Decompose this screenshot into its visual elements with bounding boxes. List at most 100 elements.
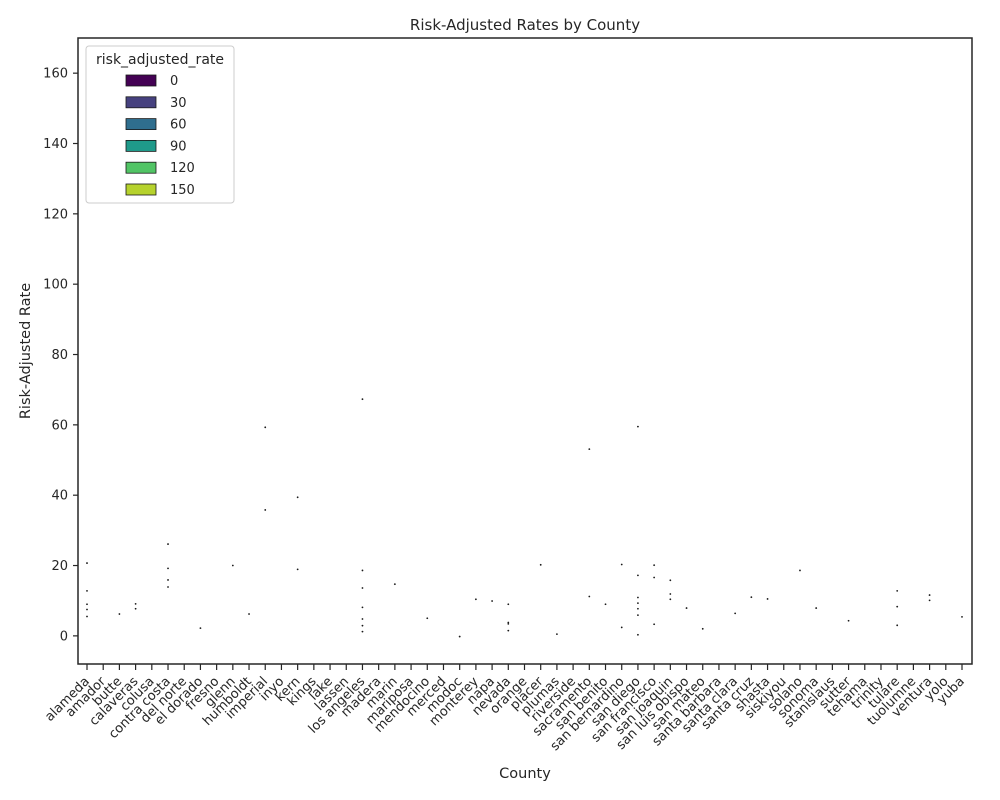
data-point xyxy=(637,596,639,599)
data-point xyxy=(86,608,88,611)
data-point xyxy=(750,596,753,599)
data-point xyxy=(507,623,510,625)
data-point xyxy=(896,624,899,627)
data-point xyxy=(669,598,672,601)
data-point xyxy=(928,599,931,602)
data-point xyxy=(361,569,364,572)
data-point xyxy=(653,623,656,626)
data-point xyxy=(361,624,364,627)
legend-title: risk_adjusted_rate xyxy=(96,52,224,68)
data-point xyxy=(507,629,510,632)
data-point xyxy=(637,633,639,636)
data-point xyxy=(928,594,931,596)
data-point xyxy=(637,574,639,577)
y-tick-label: 100 xyxy=(43,278,68,293)
data-point xyxy=(199,627,202,630)
legend: risk_adjusted_rate 0 30 60 90 120 150 xyxy=(85,45,235,204)
data-point xyxy=(669,579,672,582)
data-point xyxy=(637,425,639,428)
legend-label: 60 xyxy=(170,118,187,133)
data-point xyxy=(248,613,250,615)
data-point xyxy=(653,564,656,567)
data-point xyxy=(637,607,639,610)
data-point xyxy=(474,598,477,601)
data-point xyxy=(134,602,137,605)
data-point xyxy=(588,595,591,598)
data-point xyxy=(669,593,672,595)
data-point xyxy=(766,598,769,600)
data-point xyxy=(167,586,169,588)
x-axis: alamedaamadorbuttecalaverascolusacontra … xyxy=(42,664,968,754)
data-point xyxy=(296,568,299,571)
data-point xyxy=(361,398,364,401)
data-point xyxy=(637,602,639,605)
data-point xyxy=(734,612,737,615)
data-point xyxy=(134,607,137,610)
y-tick-label: 140 xyxy=(43,137,68,152)
data-point xyxy=(637,614,639,617)
data-point xyxy=(231,564,234,567)
data-point xyxy=(961,615,963,618)
x-axis-label: County xyxy=(499,766,551,782)
legend-label: 30 xyxy=(170,96,187,111)
plot-frame xyxy=(77,37,973,665)
data-point xyxy=(896,605,899,608)
y-axis: 0 20 40 60 80 100 120 140 160 xyxy=(43,67,78,644)
legend-swatch xyxy=(125,183,157,196)
chart-title: Risk-Adjusted Rates by County xyxy=(410,16,640,34)
data-point xyxy=(588,448,591,451)
data-point xyxy=(426,617,429,620)
data-point xyxy=(167,543,169,545)
data-point xyxy=(539,563,542,566)
data-point xyxy=(507,621,510,624)
data-point xyxy=(86,603,88,606)
data-point xyxy=(815,607,818,609)
y-tick-label: 0 xyxy=(60,629,68,644)
data-point xyxy=(491,600,493,602)
data-point xyxy=(361,606,364,609)
data-point xyxy=(86,589,88,592)
data-points xyxy=(86,398,963,638)
legend-swatch xyxy=(125,74,157,87)
data-point xyxy=(167,579,169,581)
y-tick-label: 20 xyxy=(51,559,68,574)
data-point xyxy=(118,613,121,615)
data-point xyxy=(393,583,396,586)
data-point xyxy=(264,426,267,429)
legend-swatch xyxy=(125,139,157,152)
y-axis-label: Risk-Adjusted Rate xyxy=(18,283,34,419)
legend-label: 150 xyxy=(170,183,195,198)
data-point xyxy=(896,589,899,592)
data-point xyxy=(361,618,364,620)
legend-swatch xyxy=(125,96,157,109)
data-point xyxy=(604,603,607,606)
y-tick-label: 160 xyxy=(43,67,68,82)
legend-label: 90 xyxy=(170,139,187,154)
legend-label: 120 xyxy=(170,161,195,176)
y-tick-label: 120 xyxy=(43,207,68,222)
data-point xyxy=(556,633,558,636)
legend-entries: 0 30 60 90 120 150 xyxy=(125,74,195,198)
data-point xyxy=(361,587,364,589)
data-point xyxy=(620,626,623,629)
legend-box xyxy=(85,45,235,204)
legend-swatch xyxy=(125,161,157,174)
data-point xyxy=(653,576,656,579)
legend-swatch xyxy=(125,118,157,130)
legend-label: 0 xyxy=(170,74,178,89)
data-point xyxy=(458,635,461,638)
data-point xyxy=(799,569,801,572)
data-point xyxy=(86,562,88,564)
data-point xyxy=(701,627,704,630)
y-tick-label: 40 xyxy=(51,489,68,504)
data-point xyxy=(361,630,364,633)
data-point xyxy=(264,509,267,511)
y-tick-label: 60 xyxy=(51,418,68,433)
data-point xyxy=(620,563,623,566)
data-point xyxy=(847,619,850,622)
data-point xyxy=(167,567,169,570)
y-tick-label: 80 xyxy=(51,348,68,363)
data-point xyxy=(296,496,299,499)
data-point xyxy=(86,615,88,618)
